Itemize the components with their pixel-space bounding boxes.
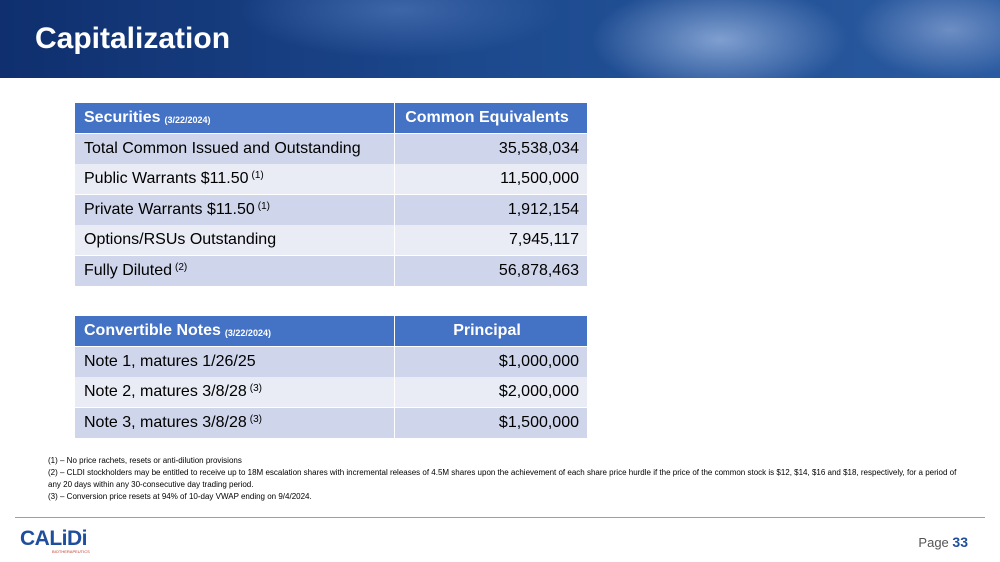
table-row: Total Common Issued and Outstanding 35,53… (75, 133, 587, 164)
row-label-cell: Note 2, matures 3/8/28 (3) (75, 377, 395, 407)
row-label: Fully Diluted (84, 261, 173, 279)
row-note: (2) (175, 261, 188, 273)
table-row: Options/RSUs Outstanding 7,945,117 (75, 225, 587, 255)
row-label: Note 3, matures 3/8/28 (84, 413, 247, 431)
footer-rule (15, 517, 985, 518)
header-value: Principal (453, 322, 521, 339)
row-label-cell: Private Warrants $11.50 (1) (75, 194, 395, 225)
title: Capitalization (35, 22, 231, 55)
row-note: (3) (249, 383, 262, 394)
table-row: Private Warrants $11.50 (1) 1,912,154 (75, 194, 587, 225)
row-note: (3) (249, 413, 262, 425)
row-value: 1,912,154 (507, 200, 579, 218)
footnote: (1) – No price rachets, resets or anti-d… (48, 456, 242, 465)
header-date: (3/22/2024) (224, 328, 271, 338)
page-num: 33 (952, 534, 968, 550)
header-label: Convertible Notes (84, 322, 221, 339)
row-value: 11,500,000 (500, 170, 579, 187)
footnote: (3) – Conversion price resets at 94% of … (48, 492, 312, 501)
banner (0, 0, 1000, 78)
row-label: Private Warrants $11.50 (84, 200, 255, 218)
logo: CALiDi (20, 527, 88, 550)
row-value: $2,000,000 (498, 383, 579, 400)
row-label: Note 2, matures 3/8/28 (84, 383, 247, 400)
table-row: Note 3, matures 3/8/28 (3) $1,500,000 (75, 407, 587, 438)
header-label: Securities (84, 109, 161, 126)
table-row: Fully Diluted (2) 56,878,463 (75, 255, 587, 286)
row-label-cell: Note 3, matures 3/8/28 (3) (75, 407, 395, 438)
footnote: (2) – CLDI stockholders may be entitled … (48, 468, 957, 489)
table-row: Note 1, matures 1/26/25 $1,000,000 (75, 346, 587, 377)
row-label: Options/RSUs Outstanding (84, 231, 277, 248)
row-label-cell: Total Common Issued and Outstanding (75, 133, 395, 164)
header-row: Convertible Notes (3/22/2024) Principal (75, 316, 587, 346)
page-number: Page 33 (918, 534, 968, 550)
row-label-cell: Public Warrants $11.50 (1) (75, 164, 395, 194)
footnotes: (1) – No price rachets, resets or anti-d… (48, 455, 958, 503)
header-row: Securities (3/22/2024) Common Equivalents (75, 103, 587, 133)
row-value: 7,945,117 (509, 231, 579, 248)
header-value: Common Equivalents (405, 109, 569, 126)
row-note: (1) (257, 200, 270, 212)
row-value: $1,500,000 (498, 413, 579, 431)
row-value: 56,878,463 (498, 261, 579, 279)
row-value: $1,000,000 (498, 352, 579, 370)
header-date: (3/22/2024) (164, 115, 211, 125)
table: Securities (3/22/2024) Common Equivalents T… (75, 103, 587, 286)
row-value: 35,538,034 (498, 139, 579, 157)
table-row: Note 2, matures 3/8/28 (3) $2,000,000 (75, 377, 587, 407)
logo-sub: BIOTHERAPEUTICS (52, 549, 90, 554)
row-label-cell: Note 1, matures 1/26/25 (75, 346, 395, 377)
page-label: Page (918, 535, 949, 550)
row-label-cell: Fully Diluted (2) (75, 255, 395, 286)
table: Convertible Notes (3/22/2024) Principal Not… (75, 316, 587, 438)
row-label: Note 1, matures 1/26/25 (84, 352, 256, 370)
row-label: Public Warrants $11.50 (84, 170, 249, 187)
row-label-cell: Options/RSUs Outstanding (75, 225, 395, 255)
table-row: Public Warrants $11.50 (1) 11,500,000 (75, 164, 587, 194)
header-label-cell: Securities (3/22/2024) (75, 103, 395, 133)
row-note: (1) (251, 170, 264, 181)
header-label-cell: Convertible Notes (3/22/2024) (75, 316, 395, 346)
row-label: Total Common Issued and Outstanding (84, 139, 361, 157)
